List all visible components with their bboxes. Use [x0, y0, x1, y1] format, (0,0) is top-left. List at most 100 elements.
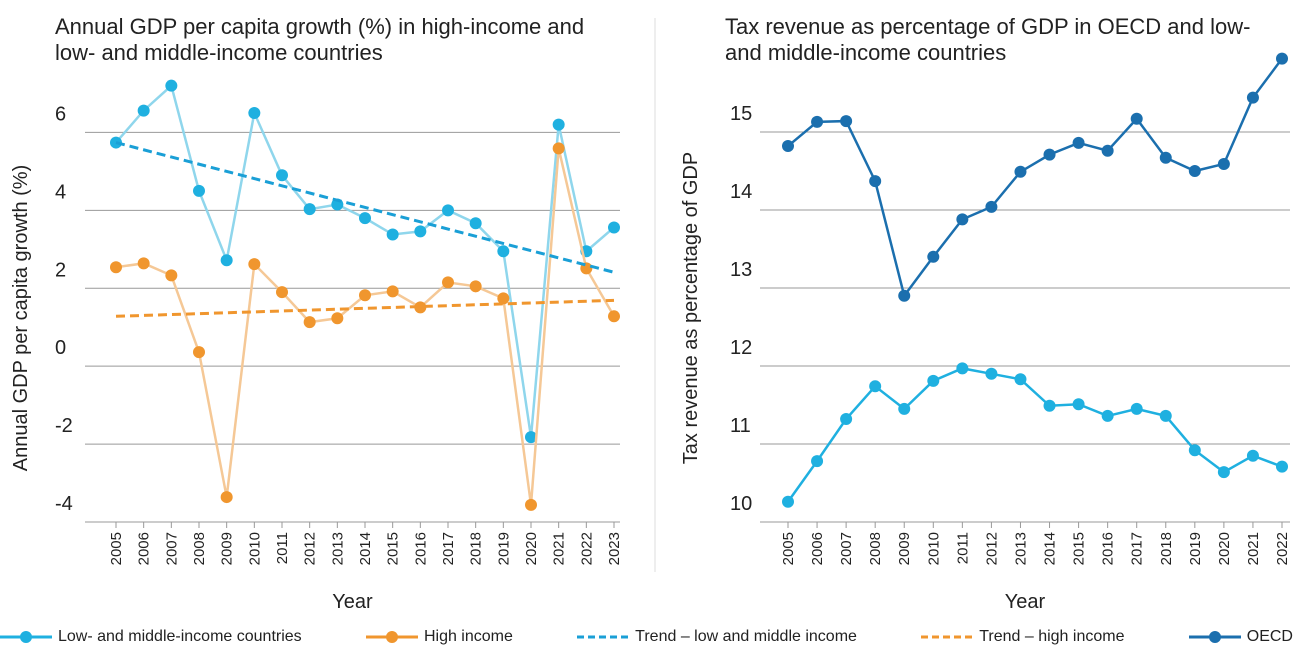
x-tick-label: 2019: [495, 532, 512, 565]
x-axis-label: Year: [332, 591, 373, 613]
legend-label: Low- and middle-income countries: [58, 628, 302, 645]
data-point: [442, 276, 454, 289]
y-axis-label: Tax revenue as percentage of GDP: [680, 152, 702, 464]
x-tick-label: 2021: [1245, 532, 1262, 565]
y-tick-label: -4: [55, 493, 73, 515]
data-point: [552, 118, 565, 131]
data-point: [956, 213, 969, 226]
x-tick-label: 2014: [1042, 532, 1059, 565]
data-point: [276, 286, 288, 299]
data-point: [193, 346, 205, 359]
x-tick-label: 2010: [925, 532, 942, 565]
x-tick-label: 2006: [136, 532, 153, 565]
data-point: [608, 310, 620, 323]
legend-item: Trend – low and middle income: [577, 628, 857, 646]
data-point: [1130, 112, 1143, 125]
legend-icon: [1188, 631, 1241, 643]
legend-icon: [365, 631, 418, 643]
x-tick-label: 2011: [274, 532, 291, 564]
data-point: [811, 455, 824, 468]
x-tick-label: 2017: [1129, 532, 1146, 565]
x-axis-label: Year: [1005, 591, 1046, 613]
x-tick-label: 2009: [219, 532, 236, 565]
legend-label: OECD: [1246, 628, 1293, 645]
series-line: [786, 367, 1283, 503]
data-point: [956, 362, 969, 375]
data-point: [898, 289, 911, 302]
x-tick-label: 2005: [108, 532, 125, 565]
y-tick-label: 2: [55, 259, 66, 281]
x-tick-label: 2013: [1012, 532, 1029, 565]
y-tick-label: 14: [730, 181, 752, 203]
x-tick-label: 2019: [1187, 532, 1204, 565]
data-point: [840, 413, 853, 426]
x-tick-label: 2017: [440, 532, 457, 565]
x-tick-label: 2020: [523, 532, 540, 565]
x-tick-label: 2006: [809, 532, 826, 565]
data-point: [927, 374, 940, 387]
legend-icon: [577, 635, 630, 639]
data-point: [442, 204, 454, 217]
data-point: [497, 245, 510, 258]
data-point: [525, 498, 537, 511]
legend-icon: [921, 635, 974, 639]
x-tick-label: 2018: [468, 532, 485, 565]
data-point: [1188, 444, 1201, 457]
data-point: [1101, 409, 1114, 422]
data-point: [1188, 165, 1201, 177]
data-point: [985, 367, 998, 380]
data-point: [220, 491, 233, 504]
data-point: [359, 289, 371, 302]
x-tick-label: 2013: [329, 532, 346, 565]
series-line: [115, 148, 616, 506]
x-tick-label: 2021: [551, 532, 568, 565]
data-point: [1043, 148, 1056, 161]
data-point: [869, 175, 882, 188]
data-point: [1276, 52, 1288, 65]
data-point: [985, 200, 998, 213]
x-tick-label: 2012: [302, 532, 319, 565]
x-tick-label: 2016: [412, 532, 429, 565]
y-axis-label: Annual GDP per capita growth (%): [10, 165, 32, 471]
data-point: [1014, 165, 1027, 178]
data-point: [898, 402, 911, 415]
x-tick-label: 2010: [246, 532, 263, 565]
data-point: [1130, 402, 1143, 415]
data-point: [331, 312, 344, 325]
trend-line: [115, 298, 615, 318]
x-tick-label: 2007: [838, 532, 855, 565]
x-tick-label: 2022: [578, 532, 595, 565]
data-point: [165, 79, 178, 92]
data-point: [1159, 151, 1172, 164]
data-point: [248, 106, 261, 119]
legend-item: Low- and middle-income countries: [0, 628, 302, 646]
data-point: [193, 184, 205, 197]
x-tick-label: 2020: [1216, 532, 1233, 565]
x-tick-label: 2016: [1100, 532, 1117, 565]
x-tick-label: 2014: [357, 532, 374, 565]
chart-title: Annual GDP per capita growth (%) in high…: [55, 14, 585, 65]
data-point: [1217, 466, 1230, 479]
legend-item: Trend – high income: [921, 628, 1124, 646]
legend-item: OECD: [1188, 628, 1293, 646]
x-tick-label: 2015: [1071, 532, 1088, 565]
y-tick-label: 13: [730, 259, 752, 281]
data-point: [276, 169, 288, 182]
data-point: [1014, 373, 1027, 386]
x-tick-label: 2015: [385, 532, 402, 565]
x-tick-label: 2022: [1274, 532, 1291, 565]
data-point: [414, 225, 427, 238]
data-point: [840, 115, 853, 128]
data-point: [552, 142, 565, 155]
data-point: [165, 269, 178, 282]
data-point: [525, 431, 537, 444]
data-point: [782, 140, 794, 153]
data-point: [359, 212, 371, 225]
x-tick-label: 2012: [983, 532, 1000, 565]
data-point: [1043, 399, 1056, 412]
legend-marker: [1208, 631, 1221, 643]
x-tick-label: 2008: [867, 532, 884, 565]
legend-marker: [20, 631, 32, 643]
